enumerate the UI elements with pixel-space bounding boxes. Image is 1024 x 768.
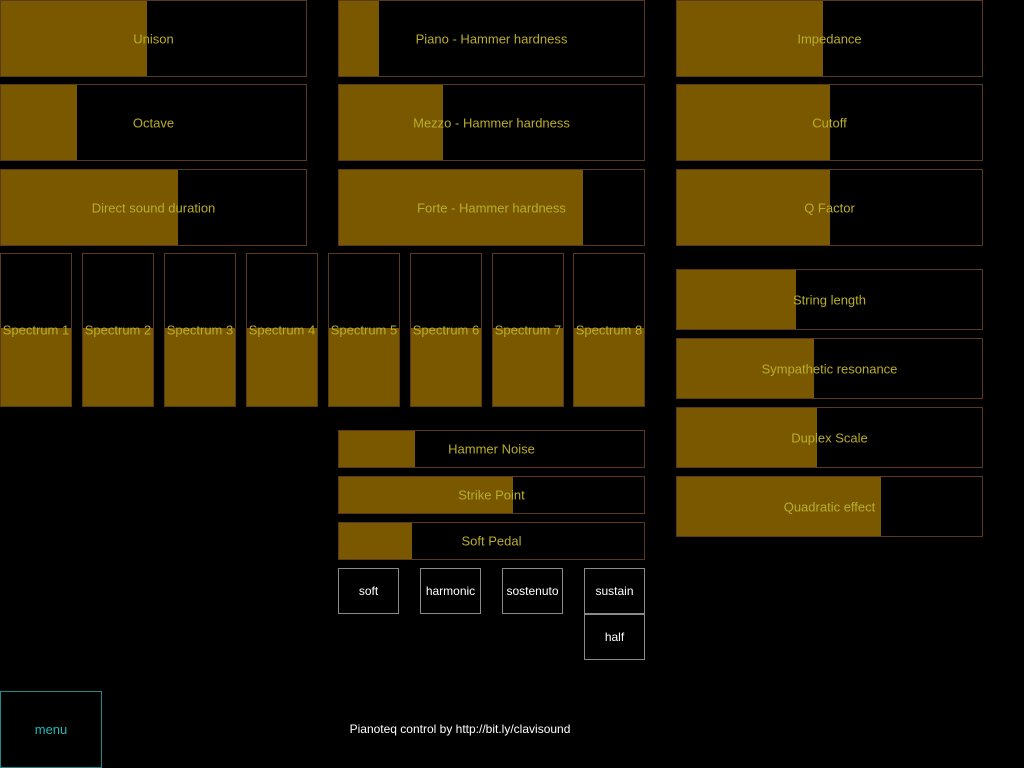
spectrum-5-fill [329,328,399,406]
spectrum-2-fader[interactable]: Spectrum 2 [82,253,154,407]
impedance-fill [677,1,824,76]
soft-pedal-fill [339,523,413,559]
sustain-button[interactable]: sustain [584,568,645,614]
half-button[interactable]: half [584,614,645,660]
hammer-noise-label: Hammer Noise [448,441,535,457]
mezzo-hammer-hardness-fill [339,85,443,160]
quadratic-effect-label: Quadratic effect [783,499,876,514]
spectrum-4-label: Spectrum 4 [248,322,316,338]
quadratic-effect-fader[interactable]: Quadratic effect [676,476,983,537]
spectrum-6-label: Spectrum 6 [412,322,480,338]
harmonic-button[interactable]: harmonic [420,568,481,614]
soft-button[interactable]: soft [338,568,399,614]
strike-point-fader[interactable]: Strike Point [338,476,645,514]
direct-sound-duration-label: Direct sound duration [91,200,216,215]
q-factor-fader[interactable]: Q Factor [676,169,983,246]
impedance-label: Impedance [797,31,862,46]
spectrum-6-fill [411,328,481,406]
spectrum-5-label: Spectrum 5 [330,322,398,338]
duplex-scale-label: Duplex Scale [791,430,868,445]
sympathetic-resonance-fader[interactable]: Sympathetic resonance [676,338,983,399]
string-length-label: String length [793,292,866,307]
spectrum-4-fill [247,328,317,406]
mezzo-hammer-hardness-label: Mezzo - Hammer hardness [413,115,570,130]
spectrum-7-label: Spectrum 7 [494,322,562,338]
spectrum-3-label: Spectrum 3 [166,322,234,338]
spectrum-3-fill [165,328,235,406]
sympathetic-resonance-fill [677,339,815,398]
piano-hammer-hardness-fill [339,1,379,76]
hammer-noise-fill [339,431,416,467]
unison-fader[interactable]: Unison [0,0,307,77]
spectrum-3-fader[interactable]: Spectrum 3 [164,253,236,407]
forte-hammer-hardness-fill [339,170,583,245]
q-factor-fill [677,170,830,245]
q-factor-label: Q Factor [804,200,855,215]
unison-label: Unison [133,31,174,46]
spectrum-1-label: Spectrum 1 [2,322,70,338]
spectrum-6-fader[interactable]: Spectrum 6 [410,253,482,407]
mezzo-hammer-hardness-fader[interactable]: Mezzo - Hammer hardness [338,84,645,161]
duplex-scale-fader[interactable]: Duplex Scale [676,407,983,468]
forte-hammer-hardness-fader[interactable]: Forte - Hammer hardness [338,169,645,246]
strike-point-label: Strike Point [458,487,525,503]
string-length-fader[interactable]: String length [676,269,983,330]
octave-fill [1,85,78,160]
soft-pedal-fader[interactable]: Soft Pedal [338,522,645,560]
direct-sound-duration-fader[interactable]: Direct sound duration [0,169,307,246]
octave-label: Octave [132,115,175,130]
footer-credit: Pianoteq control by http://bit.ly/clavis… [349,722,571,736]
spectrum-4-fader[interactable]: Spectrum 4 [246,253,318,407]
cutoff-fader[interactable]: Cutoff [676,84,983,161]
piano-hammer-hardness-fader[interactable]: Piano - Hammer hardness [338,0,645,77]
strike-point-fill [339,477,513,513]
menu-button[interactable]: menu [0,691,102,768]
unison-fill [1,1,148,76]
sostenuto-button[interactable]: sostenuto [502,568,563,614]
spectrum-7-fill [493,328,563,406]
octave-fader[interactable]: Octave [0,84,307,161]
spectrum-7-fader[interactable]: Spectrum 7 [492,253,564,407]
cutoff-fill [677,85,830,160]
spectrum-8-fill [574,328,644,406]
soft-pedal-label: Soft Pedal [461,533,522,549]
duplex-scale-fill [677,408,818,467]
hammer-noise-fader[interactable]: Hammer Noise [338,430,645,468]
string-length-fill [677,270,796,329]
spectrum-8-fader[interactable]: Spectrum 8 [573,253,645,407]
spectrum-1-fill [1,328,71,406]
spectrum-2-label: Spectrum 2 [84,322,152,338]
direct-sound-duration-fill [1,170,178,245]
cutoff-label: Cutoff [812,115,847,130]
sympathetic-resonance-label: Sympathetic resonance [761,361,898,376]
forte-hammer-hardness-label: Forte - Hammer hardness [417,200,566,215]
quadratic-effect-fill [677,477,882,536]
spectrum-5-fader[interactable]: Spectrum 5 [328,253,400,407]
spectrum-1-fader[interactable]: Spectrum 1 [0,253,72,407]
spectrum-2-fill [83,328,153,406]
impedance-fader[interactable]: Impedance [676,0,983,77]
piano-hammer-hardness-label: Piano - Hammer hardness [415,31,568,46]
spectrum-8-label: Spectrum 8 [575,322,643,338]
